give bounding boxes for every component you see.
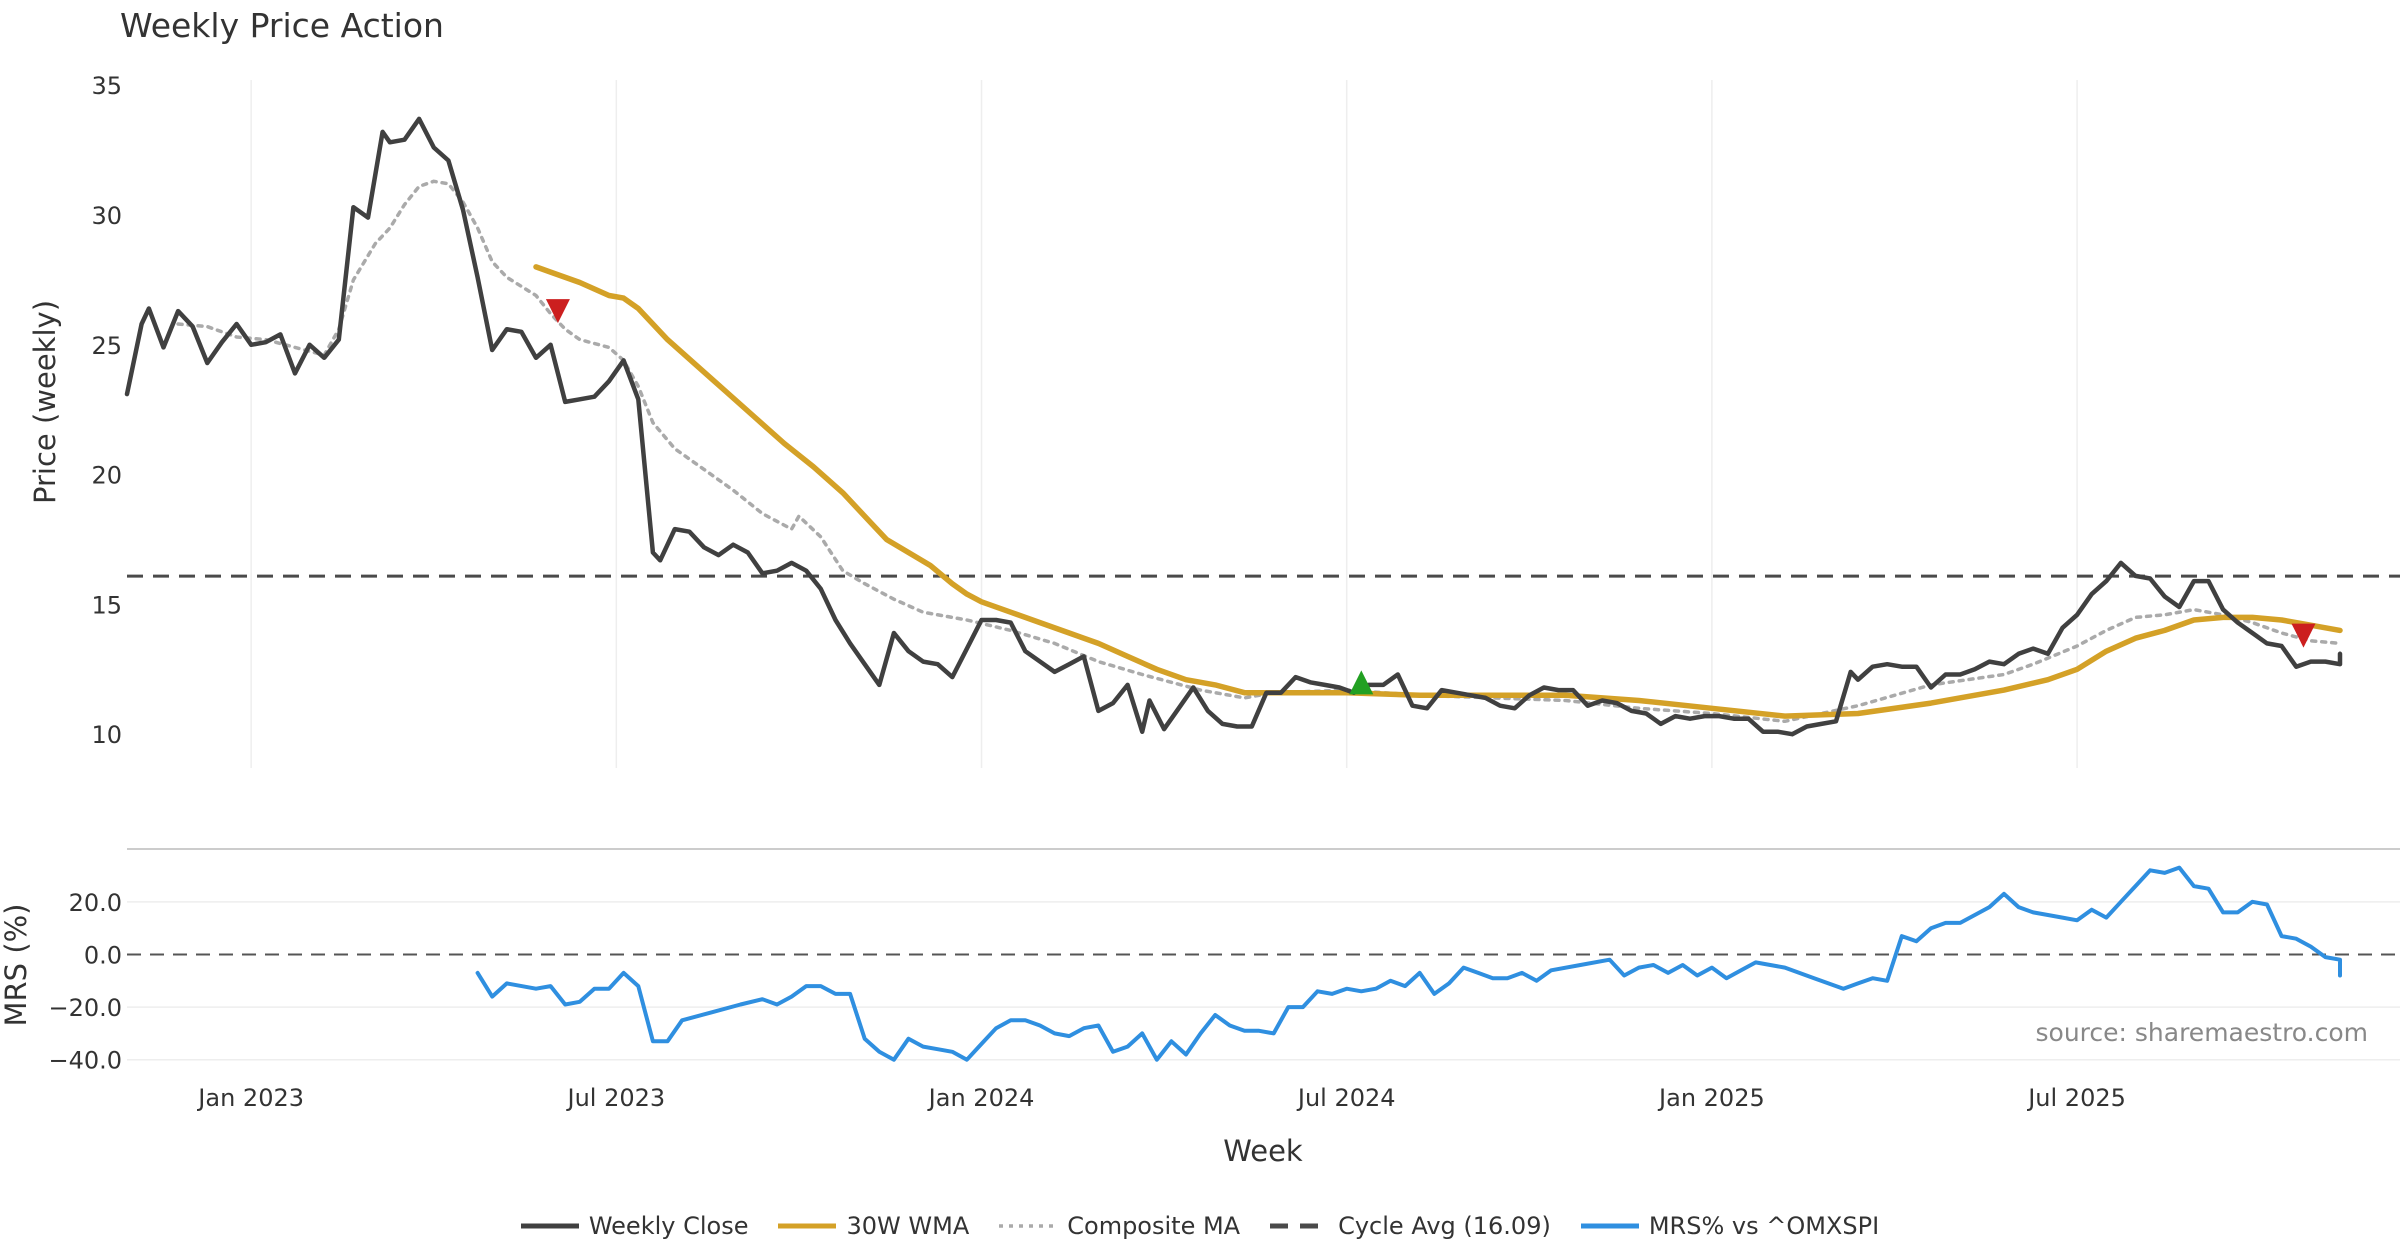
axis-layer: Jan 2023 Jul 2023 Jan 2024 Jul 2024 Jan 2025… [48,72,2125,1112]
x-tick-label: Jul 2023 [566,1084,666,1112]
mrs-line [475,865,2342,1062]
x-tick-label: Jan 2024 [927,1084,1035,1112]
mrs-tick-label: 0.0 [84,941,122,969]
legend-label: Composite MA [1067,1212,1241,1240]
grid-layer [127,80,2400,1061]
price-tick-label: 20 [91,462,122,490]
legend-swatch [999,1224,1058,1228]
source-credit: source: sharemaestro.com [2035,1018,2369,1047]
wma-30w-line [533,264,2343,719]
x-tick-label: Jan 2023 [196,1084,304,1112]
price-tick-label: 15 [91,591,122,619]
series-layer [124,116,2400,1062]
legend-item: Composite MA [999,1212,1240,1240]
sell-signal-marker [2291,623,2316,648]
mrs-tick-label: −20.0 [48,994,122,1022]
legend-swatch [778,1223,837,1229]
mrs-axis-label: MRS (%) [0,904,33,1027]
weekly-close-line [124,116,2343,737]
legend-swatch [1270,1223,1329,1229]
legend-label: MRS% vs ^OMXSPI [1648,1212,1880,1240]
chart-legend: Weekly Close 30W WMA Composite MA Cycle Avg… [0,1212,2400,1240]
price-tick-label: 25 [91,332,122,360]
price-tick-label: 35 [91,72,122,100]
price-tick-label: 30 [91,202,122,230]
mrs-tick-label: 20.0 [69,889,122,917]
x-tick-label: Jul 2024 [1296,1084,1396,1112]
legend-item: Cycle Avg (16.09) [1270,1212,1551,1240]
mrs-tick-label: −40.0 [48,1047,122,1075]
legend-swatch [520,1223,579,1229]
composite-ma-line [176,179,2342,724]
chart-title: Weekly Price Action [120,6,444,45]
legend-label: Cycle Avg (16.09) [1338,1212,1551,1240]
x-tick-label: Jan 2025 [1657,1084,1765,1112]
legend-item: Weekly Close [520,1212,749,1240]
legend-item: 30W WMA [778,1212,969,1240]
signal-markers [545,299,2316,695]
price-tick-label: 10 [91,721,122,749]
legend-label: 30W WMA [846,1212,970,1240]
x-tick-label: Jul 2025 [2026,1084,2126,1112]
x-axis-label: Week [1223,1134,1303,1168]
legend-item: MRS% vs ^OMXSPI [1580,1212,1880,1240]
price-axis-label: Price (weekly) [28,300,62,504]
legend-swatch [1580,1223,1639,1229]
sell-signal-marker [545,299,570,324]
legend-label: Weekly Close [588,1212,749,1240]
buy-signal-marker [1349,670,1374,695]
